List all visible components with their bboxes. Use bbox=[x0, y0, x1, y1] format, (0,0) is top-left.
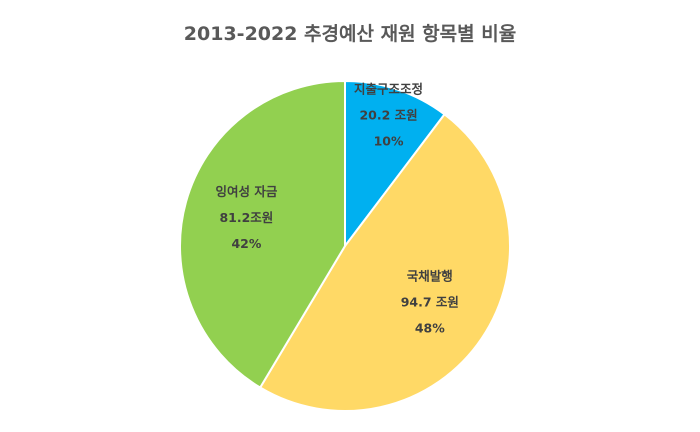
pie-labels: 지출구조조정 20.2 조원 10% 국채발행 94.7 조원 48% 잉여성 자금 81.2… bbox=[215, 82, 458, 336]
slice-value-label-2: 94.7 조원 bbox=[401, 295, 459, 310]
slice-value-label-1: 20.2 조원 bbox=[359, 108, 417, 123]
pie-slice-3 bbox=[179, 79, 346, 389]
slice-category-label-1: 지출구조조정 bbox=[354, 82, 423, 97]
slice-percent-label-1: 10% bbox=[374, 134, 404, 149]
chart-title: 2013-2022 추경예산 재원 항목별 비율 bbox=[183, 23, 517, 45]
slice-category-label-3: 잉여성 자금 bbox=[215, 184, 277, 199]
pie-slices bbox=[179, 79, 511, 412]
slice-category-label-2: 국채발행 bbox=[407, 269, 453, 284]
slice-percent-label-2: 48% bbox=[415, 321, 445, 336]
pie-slice-2 bbox=[258, 112, 511, 412]
slice-value-label-3: 81.2조원 bbox=[219, 210, 273, 225]
slice-percent-label-3: 42% bbox=[231, 236, 261, 251]
pie-slice-1 bbox=[344, 79, 446, 249]
